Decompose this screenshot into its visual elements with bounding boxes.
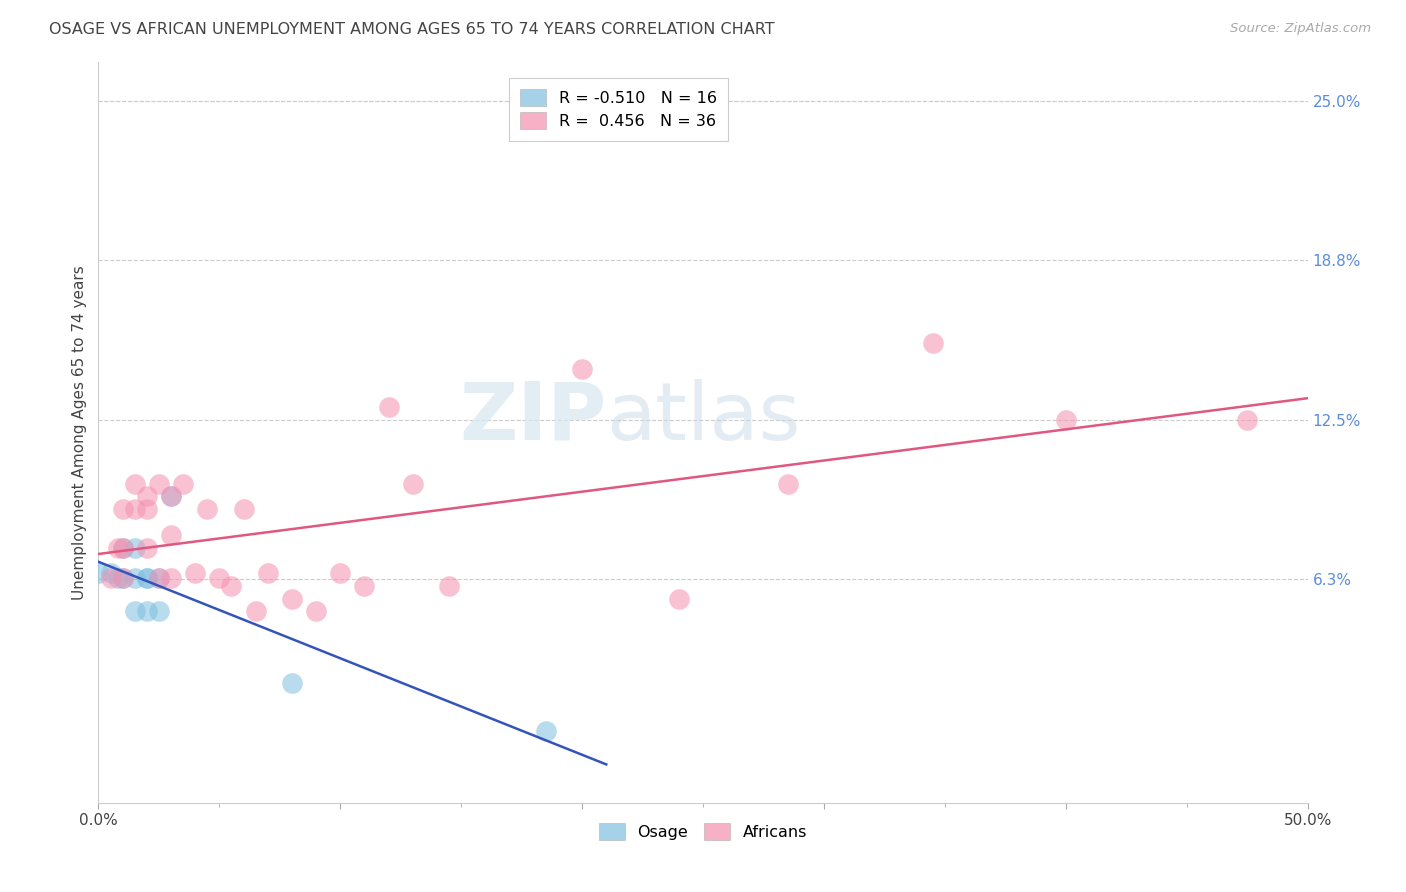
Text: Source: ZipAtlas.com: Source: ZipAtlas.com bbox=[1230, 22, 1371, 36]
Point bbox=[124, 604, 146, 618]
Point bbox=[107, 541, 129, 555]
Legend: Osage, Africans: Osage, Africans bbox=[593, 816, 813, 847]
Point bbox=[111, 541, 134, 555]
Point bbox=[148, 571, 170, 585]
Point bbox=[353, 579, 375, 593]
Point bbox=[245, 604, 267, 618]
Point bbox=[160, 490, 183, 504]
Text: ZIP: ZIP bbox=[458, 379, 606, 457]
Point bbox=[148, 571, 170, 585]
Point bbox=[305, 604, 328, 618]
Point bbox=[160, 490, 183, 504]
Point bbox=[402, 476, 425, 491]
Point bbox=[160, 527, 183, 541]
Text: atlas: atlas bbox=[606, 379, 800, 457]
Point bbox=[124, 476, 146, 491]
Point bbox=[100, 566, 122, 580]
Text: OSAGE VS AFRICAN UNEMPLOYMENT AMONG AGES 65 TO 74 YEARS CORRELATION CHART: OSAGE VS AFRICAN UNEMPLOYMENT AMONG AGES… bbox=[49, 22, 775, 37]
Point bbox=[1236, 413, 1258, 427]
Point bbox=[437, 579, 460, 593]
Point bbox=[921, 336, 943, 351]
Point bbox=[668, 591, 690, 606]
Point bbox=[195, 502, 218, 516]
Point bbox=[1054, 413, 1077, 427]
Y-axis label: Unemployment Among Ages 65 to 74 years: Unemployment Among Ages 65 to 74 years bbox=[72, 265, 87, 600]
Point bbox=[111, 571, 134, 585]
Point bbox=[111, 502, 134, 516]
Point bbox=[100, 571, 122, 585]
Point bbox=[124, 571, 146, 585]
Point bbox=[776, 476, 799, 491]
Point bbox=[281, 591, 304, 606]
Point bbox=[256, 566, 278, 580]
Point bbox=[124, 502, 146, 516]
Point bbox=[135, 502, 157, 516]
Point bbox=[208, 571, 231, 585]
Point bbox=[135, 571, 157, 585]
Point bbox=[135, 541, 157, 555]
Point bbox=[111, 541, 134, 555]
Point bbox=[135, 490, 157, 504]
Point bbox=[172, 476, 194, 491]
Point bbox=[571, 361, 593, 376]
Point bbox=[148, 476, 170, 491]
Point bbox=[160, 571, 183, 585]
Point bbox=[377, 400, 399, 414]
Point bbox=[329, 566, 352, 580]
Point bbox=[534, 724, 557, 739]
Point bbox=[111, 571, 134, 585]
Point bbox=[148, 604, 170, 618]
Point bbox=[124, 541, 146, 555]
Point bbox=[135, 571, 157, 585]
Point bbox=[135, 604, 157, 618]
Point bbox=[107, 571, 129, 585]
Point bbox=[232, 502, 254, 516]
Point bbox=[281, 675, 304, 690]
Point bbox=[184, 566, 207, 580]
Point bbox=[221, 579, 243, 593]
Point bbox=[87, 566, 110, 580]
